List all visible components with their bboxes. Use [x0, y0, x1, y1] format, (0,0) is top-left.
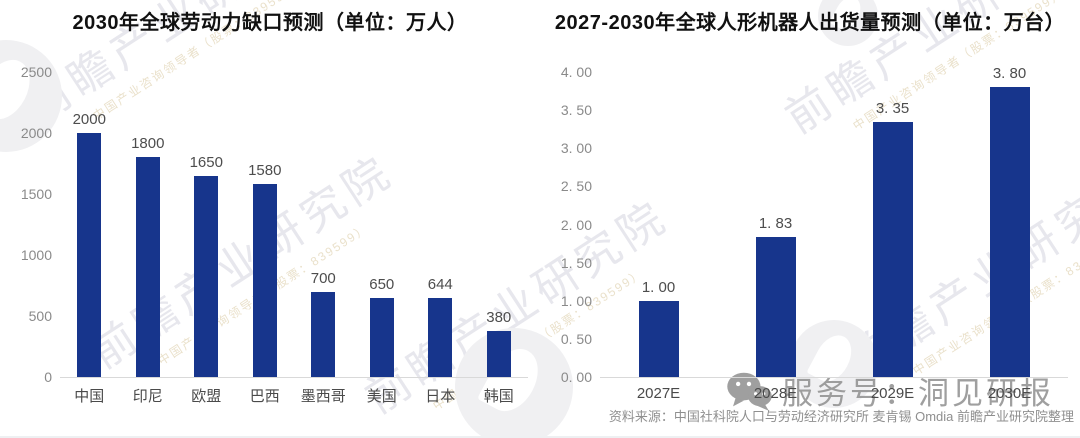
bar-韩国	[486, 330, 511, 377]
x-tick-label: 美国	[366, 388, 397, 405]
x-tick-label: 巴西	[249, 388, 280, 405]
bar-value-label: 1650	[189, 153, 223, 171]
bar-value-label: 700	[310, 269, 336, 287]
bar-chart-labor-gap: 0 500 1000 1500 2000 2500 2000 1800 1650 1580 700 6…	[12, 64, 528, 406]
x-tick-label: 日本	[425, 388, 456, 405]
chart-panels: 2030年全球劳动力缺口预测（单位：万人） 0 500 1000 1500 2000 25…	[0, 0, 1080, 406]
bar-slot: 644	[411, 276, 470, 377]
bar-value-label: 3. 35	[875, 99, 910, 117]
bar-value-label: 2000	[72, 111, 106, 128]
bar-2028E	[755, 237, 796, 377]
y-axis: 0 500 1000 1500 2000 2500	[12, 64, 60, 385]
bar-中国	[77, 133, 102, 377]
y-tick-label: 1000	[20, 247, 52, 263]
bar-2030E	[989, 87, 1030, 377]
bar-slot: 3. 80	[951, 65, 1068, 377]
y-tick-label: 3. 00	[560, 140, 592, 157]
bar-slot: 1. 00	[600, 279, 717, 377]
y-tick-label: 2. 50	[560, 178, 592, 195]
x-tick-label: 2028E	[753, 385, 798, 402]
chart-title-robot-shipments: 2027-2030年全球人形机器人出货量预测（单位：万台）	[554, 12, 1066, 34]
y-tick-label: 2. 00	[560, 216, 592, 233]
chart-panel-robot-shipments: 2027-2030年全球人形机器人出货量预测（单位：万台） 0. 00 0. 50…	[540, 0, 1080, 406]
y-tick-label: 2500	[20, 64, 52, 80]
x-tick-label: 欧盟	[191, 388, 222, 405]
y-tick-label: 4. 00	[560, 64, 592, 80]
plot-column: 1. 00 1. 83 3. 35 3. 80 2027E 2028E 2029E 2030E	[600, 65, 1068, 402]
plot-area: 1. 00 1. 83 3. 35 3. 80	[600, 65, 1068, 378]
bar-2027E	[638, 300, 679, 377]
y-tick-label: 0	[44, 369, 52, 385]
source-note: 资料来源：中国社科院人口与劳动经济研究所 麦肯锡 Omdia 前瞻产业研究院整理	[608, 409, 1074, 424]
x-axis: 2027E 2028E 2029E 2030E	[600, 385, 1068, 402]
bar-墨西哥	[311, 291, 336, 377]
x-tick-label: 中国	[74, 388, 105, 405]
bar-value-label: 650	[369, 275, 395, 293]
bar-chart-robot-shipments: 0. 00 0. 50 1. 00 1. 50 2. 00 2. 50 3. 00 3. 50…	[552, 64, 1068, 402]
bar-slot: 650	[353, 276, 412, 377]
x-tick-label: 墨西哥	[300, 388, 346, 405]
bar-日本	[428, 298, 453, 377]
bar-value-label: 644	[427, 276, 453, 294]
bar-slot: 1650	[177, 154, 236, 377]
x-tick-label: 2030E	[987, 385, 1032, 402]
x-tick-label: 2029E	[870, 385, 915, 402]
y-axis: 0. 00 0. 50 1. 00 1. 50 2. 00 2. 50 3. 00 3. 50…	[552, 64, 600, 385]
bar-value-label: 1580	[248, 162, 282, 180]
y-tick-label: 2000	[20, 125, 52, 141]
bar-value-label: 3. 80	[992, 65, 1027, 83]
bar-2029E	[872, 121, 913, 377]
bar-slot: 1. 83	[717, 215, 834, 377]
bar-slot: 380	[470, 309, 529, 377]
y-tick-label: 1500	[20, 186, 52, 202]
bar-美国	[369, 297, 394, 377]
y-tick-label: 1. 00	[560, 292, 592, 309]
bar-slot: 3. 35	[834, 100, 951, 377]
x-tick-label: 2027E	[636, 385, 681, 402]
bar-value-label: 1. 83	[758, 215, 793, 233]
bar-slot: 700	[294, 270, 353, 377]
bar-slot: 2000	[60, 111, 119, 377]
y-tick-label: 0. 50	[560, 330, 592, 347]
x-tick-label: 韩国	[483, 388, 514, 405]
x-tick-label: 印尼	[132, 388, 163, 405]
bar-value-label: 380	[486, 308, 512, 326]
x-axis: 中国 印尼 欧盟 巴西 墨西哥 美国 日本 韩国	[60, 385, 528, 406]
y-tick-label: 3. 50	[560, 102, 592, 119]
plot-column: 2000 1800 1650 1580 700 650 644 380 中国 印尼 欧盟 巴西 墨西哥 美…	[60, 72, 528, 406]
bar-巴西	[252, 184, 277, 377]
y-tick-label: 500	[28, 308, 52, 324]
plot-area: 2000 1800 1650 1580 700 650 644 380	[60, 72, 528, 378]
bar-slot: 1580	[236, 162, 295, 377]
bar-印尼	[135, 157, 160, 377]
bar-value-label: 1800	[131, 135, 165, 153]
chart-title-labor-gap: 2030年全球劳动力缺口预测（单位：万人）	[72, 12, 468, 34]
wechat-icon	[726, 370, 772, 412]
bar-slot: 1800	[119, 135, 178, 377]
y-tick-label: 1. 50	[560, 254, 592, 271]
bar-欧盟	[194, 175, 219, 377]
bar-value-label: 1. 00	[641, 278, 676, 296]
chart-panel-labor-gap: 2030年全球劳动力缺口预测（单位：万人） 0 500 1000 1500 2000 25…	[0, 0, 540, 406]
y-tick-label: 0. 00	[560, 369, 592, 385]
